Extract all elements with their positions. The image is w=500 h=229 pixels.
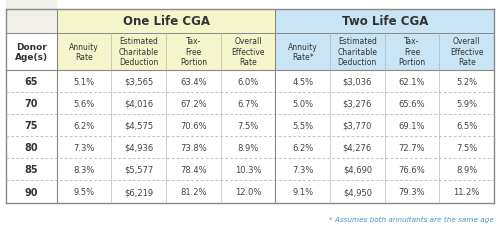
Bar [57,10,276,33]
Text: 72.7%: 72.7% [398,143,425,152]
Text: 7.3%: 7.3% [292,165,314,174]
Text: 7.5%: 7.5% [456,143,477,152]
Text: $4,950: $4,950 [343,187,372,196]
Text: Estimated
Charitable
Deduction: Estimated Charitable Deduction [338,37,378,67]
Text: 5.2%: 5.2% [456,77,477,86]
Text: $3,565: $3,565 [124,77,154,86]
Text: 11.2%: 11.2% [454,187,480,196]
Text: Annuity
Rate: Annuity Rate [69,43,99,62]
Text: 78.4%: 78.4% [180,165,206,174]
Text: $5,577: $5,577 [124,165,154,174]
Text: 5.5%: 5.5% [292,121,314,130]
Bar [6,0,57,33]
Text: 6.2%: 6.2% [74,121,94,130]
Bar [276,33,494,71]
Bar [6,93,494,115]
Text: 70: 70 [24,99,38,109]
Text: 8.3%: 8.3% [74,165,95,174]
Text: $4,575: $4,575 [124,121,154,130]
Text: Annuity
Rate*: Annuity Rate* [288,43,318,62]
Text: $6,219: $6,219 [124,187,154,196]
Text: Tax-
Free
Portion: Tax- Free Portion [398,37,425,67]
Text: 9.5%: 9.5% [74,187,94,196]
Text: $4,016: $4,016 [124,99,154,108]
Bar [6,71,494,93]
Bar [6,137,494,159]
Text: 65.6%: 65.6% [398,99,425,108]
Text: Two Life CGA: Two Life CGA [342,15,428,28]
Text: 5.9%: 5.9% [456,99,477,108]
Bar [57,33,276,71]
Text: 76.6%: 76.6% [398,165,425,174]
Text: Tax-
Free
Portion: Tax- Free Portion [180,37,207,67]
Text: 8.9%: 8.9% [238,143,258,152]
Text: 65: 65 [24,77,38,87]
Text: One Life CGA: One Life CGA [122,15,210,28]
Text: 6.0%: 6.0% [238,77,258,86]
Text: 81.2%: 81.2% [180,187,206,196]
Text: 7.5%: 7.5% [238,121,258,130]
Text: 10.3%: 10.3% [235,165,262,174]
Text: 79.3%: 79.3% [398,187,425,196]
Text: 6.2%: 6.2% [292,143,314,152]
Text: 62.1%: 62.1% [399,77,425,86]
Text: 4.5%: 4.5% [292,77,314,86]
Text: 70.6%: 70.6% [180,121,206,130]
Text: Donor
Age(s): Donor Age(s) [15,43,48,62]
Text: 6.5%: 6.5% [456,121,477,130]
Text: 67.2%: 67.2% [180,99,206,108]
Bar [6,10,494,203]
Text: 7.3%: 7.3% [74,143,95,152]
Text: 90: 90 [24,187,38,197]
Text: * Assumes both annuitants are the same age: * Assumes both annuitants are the same a… [329,216,494,222]
Text: Overall
Effective
Rate: Overall Effective Rate [450,37,484,67]
Text: $4,276: $4,276 [342,143,372,152]
Bar [6,159,494,181]
Bar [276,10,494,33]
Text: 5.6%: 5.6% [74,99,94,108]
Text: 85: 85 [24,165,38,175]
Text: 73.8%: 73.8% [180,143,207,152]
Text: 63.4%: 63.4% [180,77,206,86]
Text: $3,036: $3,036 [342,77,372,86]
Text: 5.0%: 5.0% [292,99,314,108]
Text: 5.1%: 5.1% [74,77,94,86]
Text: 8.9%: 8.9% [456,165,477,174]
Text: $3,770: $3,770 [342,121,372,130]
Text: $4,936: $4,936 [124,143,154,152]
Text: 12.0%: 12.0% [235,187,261,196]
Bar [6,181,494,203]
Bar [6,115,494,137]
Text: $3,276: $3,276 [342,99,372,108]
Text: Overall
Effective
Rate: Overall Effective Rate [232,37,265,67]
Text: 80: 80 [24,143,38,153]
Text: 69.1%: 69.1% [399,121,425,130]
Text: Estimated
Charitable
Deduction: Estimated Charitable Deduction [118,37,158,67]
Text: 75: 75 [24,121,38,131]
Text: $4,690: $4,690 [343,165,372,174]
Text: 9.1%: 9.1% [292,187,314,196]
Text: 6.7%: 6.7% [238,99,258,108]
